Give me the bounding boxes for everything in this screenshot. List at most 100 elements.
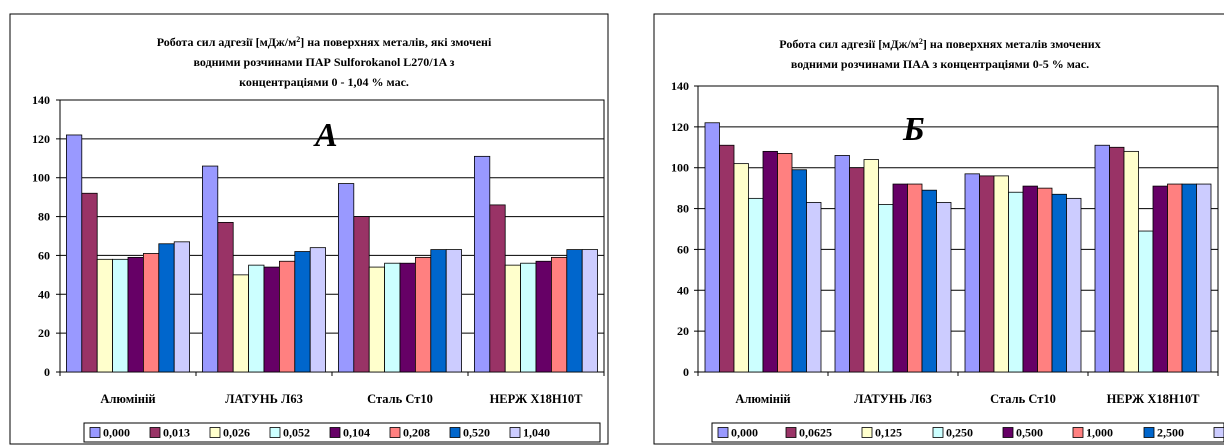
legend-swatch — [861, 427, 873, 438]
bar-0-000-2 — [964, 173, 980, 373]
bar-0-125-0 — [733, 163, 749, 373]
y-tick-label: 0 — [683, 365, 689, 379]
bar-0-104-0 — [127, 256, 144, 373]
bar-0-026-1 — [232, 274, 249, 373]
bar-0-000-3 — [473, 155, 491, 373]
legend-label: 0,500 — [1016, 426, 1043, 440]
bar-2-500-3 — [1181, 183, 1197, 373]
bar-0-520-3 — [566, 249, 583, 373]
legend-label: 0,000 — [103, 426, 130, 440]
title-superscript: 2 — [919, 37, 923, 46]
bar-5-000-0 — [806, 202, 822, 373]
legend-label: 0,104 — [343, 426, 370, 440]
bar-0-0625-0 — [719, 144, 735, 373]
x-category-label: НЕРЖ Х18Н10Т — [490, 392, 583, 406]
chart-1-svg: Робота сил адгезії [мДж/м2] на поверхнях… — [653, 13, 1224, 445]
bar-1-040-1 — [309, 247, 327, 373]
chart-panel-b: Робота сил адгезії [мДж/м2] на поверхнях… — [640, 0, 1224, 448]
bar-0-500-1 — [892, 183, 908, 373]
bar-0-026-0 — [96, 258, 113, 373]
legend-label: 2,500 — [1157, 426, 1184, 440]
bar-0-125-2 — [993, 175, 1009, 373]
legend-swatch — [449, 427, 461, 438]
legend-label: 0,250 — [946, 426, 973, 440]
legend-swatch — [269, 427, 281, 438]
x-category-label: Алюміній — [735, 392, 790, 406]
legend-swatch — [89, 427, 101, 438]
y-tick-label: 120 — [32, 132, 50, 146]
chart-panel-a: Робота сил адгезії [мДж/м2] на поверхнях… — [9, 13, 609, 445]
chart-title-line-1: Робота сил адгезії [мДж/м2] на поверхнях… — [779, 37, 1100, 52]
bar-1-040-2 — [445, 249, 463, 373]
bar-0-125-3 — [1123, 150, 1139, 373]
panel-letter: А — [313, 117, 338, 154]
bar-0-000-3 — [1094, 144, 1110, 373]
bar-1-000-2 — [1037, 187, 1053, 373]
bar-0-125-1 — [863, 159, 879, 373]
legend-label: 1,040 — [523, 426, 550, 440]
title-line-1-tail: ] на поверхнях металів змочених — [923, 37, 1101, 51]
bar-2-500-0 — [791, 169, 807, 373]
chart-title-line-3: концентраціями 0 - 1,04 % мас. — [239, 75, 409, 89]
bar-2-500-2 — [1051, 193, 1067, 373]
y-tick-label: 80 — [38, 210, 50, 224]
legend-swatch — [209, 427, 221, 438]
legend-swatch — [1002, 427, 1014, 438]
bar-0-500-0 — [762, 150, 778, 373]
x-category-label: ЛАТУНЬ Л63 — [225, 392, 303, 406]
bar-0-000-2 — [337, 183, 355, 373]
y-tick-label: 40 — [38, 287, 50, 301]
bar-0-026-3 — [504, 264, 522, 373]
bar-0-208-2 — [414, 256, 432, 373]
bar-0-013-3 — [489, 204, 506, 373]
legend-label: 1,000 — [1086, 426, 1113, 440]
bar-0-0625-3 — [1109, 146, 1125, 373]
bar-0-013-1 — [217, 221, 234, 373]
legend-label: 0,026 — [223, 426, 250, 440]
bar-0-520-2 — [430, 249, 447, 373]
legend-swatch — [509, 427, 521, 438]
y-tick-label: 100 — [671, 161, 689, 175]
bar-5-000-3 — [1196, 183, 1212, 373]
bar-0-250-2 — [1008, 191, 1024, 373]
bar-0-520-0 — [158, 243, 175, 373]
bar-0-052-0 — [112, 258, 129, 373]
x-category-label: Сталь Ст10 — [990, 392, 1056, 406]
bar-0-208-0 — [142, 253, 160, 373]
legend-swatch — [149, 427, 161, 438]
bar-0-000-0 — [704, 122, 720, 373]
bar-0-052-2 — [384, 262, 401, 373]
bar-1-000-1 — [907, 183, 923, 373]
bar-0-208-3 — [551, 256, 568, 373]
bar-0-500-2 — [1022, 185, 1038, 373]
bar-0-052-1 — [248, 264, 265, 373]
bar-5-000-2 — [1066, 197, 1082, 373]
chart-0-svg: Робота сил адгезії [мДж/м2] на поверхнях… — [9, 13, 609, 445]
bar-1-040-3 — [581, 249, 599, 373]
legend-label: 0,000 — [731, 426, 758, 440]
bar-0-520-1 — [294, 251, 311, 373]
y-tick-label: 140 — [671, 79, 689, 93]
x-category-label: Алюміній — [100, 392, 155, 406]
bar-0-250-3 — [1138, 230, 1154, 373]
bar-5-000-1 — [936, 202, 952, 373]
bar-0-000-1 — [201, 165, 219, 373]
y-tick-label: 20 — [38, 326, 50, 340]
legend-swatch — [785, 427, 797, 438]
bar-0-208-1 — [278, 260, 296, 373]
legend-swatch — [329, 427, 341, 438]
title-superscript: 2 — [296, 35, 300, 44]
legend-label: 0,208 — [403, 426, 430, 440]
legend-swatch — [1143, 427, 1155, 438]
title-line-1-tail: ] на поверхнях металів, які змочені — [300, 35, 492, 49]
bar-1-040-0 — [173, 241, 190, 373]
bar-0-104-1 — [263, 266, 280, 373]
y-tick-label: 60 — [38, 248, 50, 262]
chart-title-line-2: водними розчинами ПАА з концентраціями 0… — [791, 57, 1089, 71]
bar-0-052-3 — [520, 262, 537, 373]
legend-swatch — [389, 427, 401, 438]
legend-label: 0,125 — [875, 426, 902, 440]
y-tick-label: 40 — [677, 283, 689, 297]
legend-swatch — [1072, 427, 1084, 438]
y-tick-label: 100 — [32, 171, 50, 185]
